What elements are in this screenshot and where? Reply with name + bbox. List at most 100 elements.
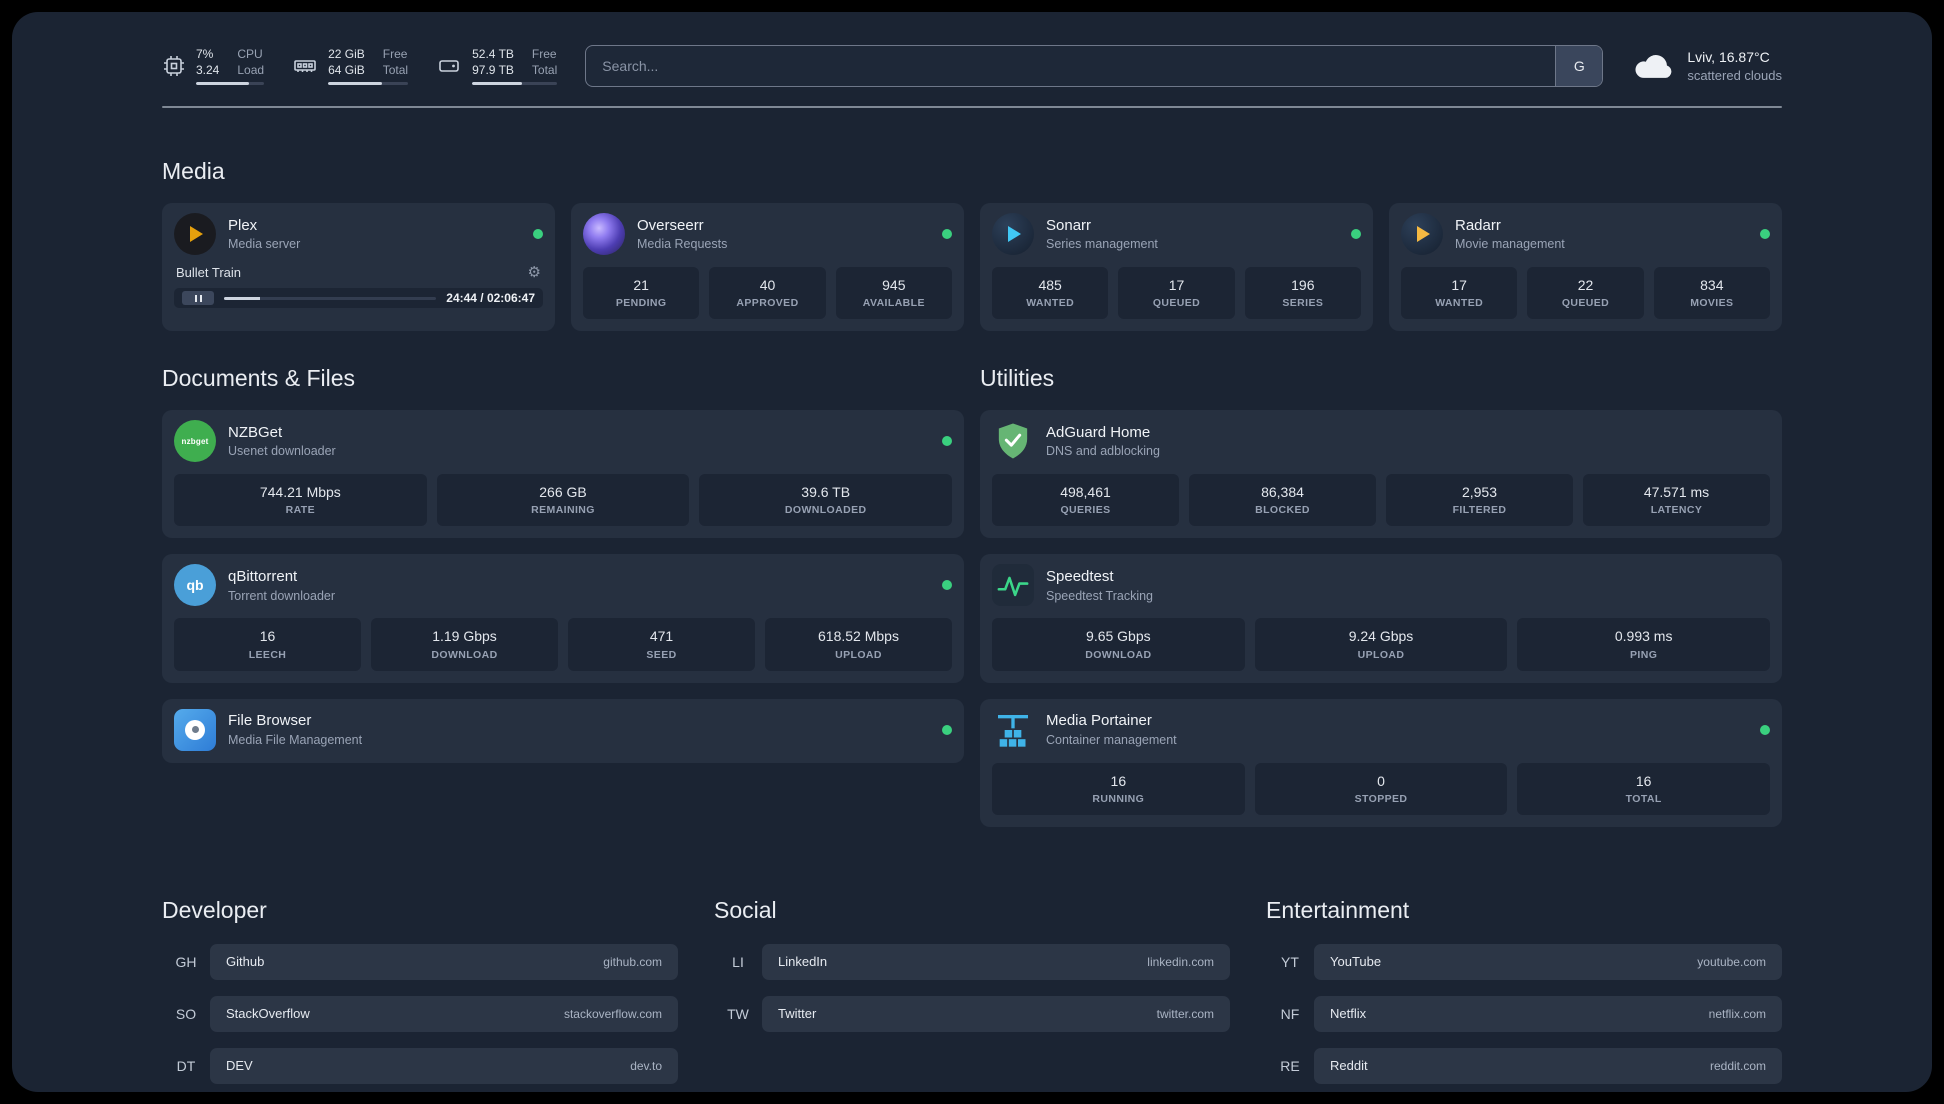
memory-total-label: Total: [382, 62, 409, 77]
search-input[interactable]: [586, 46, 1556, 86]
stat-latency: 47.571 ms LATENCY: [1583, 474, 1770, 527]
overseerr-icon: [583, 213, 625, 255]
disk-icon: [436, 54, 462, 78]
bookmark-netflix[interactable]: NF Netflix netflix.com: [1266, 995, 1782, 1032]
cpu-load-value: 3.24: [196, 62, 220, 77]
status-dot: [1760, 229, 1770, 239]
service-card-filebrowser[interactable]: File Browser Media File Management: [162, 698, 964, 763]
stat-ping: 0.993 ms PING: [1517, 618, 1771, 671]
disk-total-value: 97.9 TB: [472, 62, 514, 77]
pause-button[interactable]: [182, 291, 214, 305]
memory-free-label: Free: [382, 46, 408, 61]
bookmark-dev[interactable]: DT DEV dev.to: [162, 1047, 678, 1084]
topbar-divider: [162, 106, 1782, 108]
bookmark-url: netflix.com: [1708, 1006, 1766, 1021]
section-title-developer: Developer: [162, 896, 267, 923]
bookmark-reddit[interactable]: RE Reddit reddit.com: [1266, 1047, 1782, 1084]
service-name: Speedtest: [1046, 568, 1114, 585]
service-subtitle: Movie management: [1455, 237, 1565, 252]
bookmark-url: youtube.com: [1697, 954, 1766, 969]
section-title-media: Media: [162, 158, 225, 184]
service-subtitle: Series management: [1046, 237, 1158, 252]
stat-queued: 22 QUEUED: [1527, 267, 1644, 320]
bookmark-url: stackoverflow.com: [563, 1006, 662, 1021]
service-card-radarr[interactable]: Radarr Movie management 17 WANTED 22 QUE…: [1389, 203, 1782, 332]
memory-free-value: 22 GiB: [328, 46, 365, 61]
documents-column: Documents & Files nzbget NZBGet Usenet d…: [162, 365, 964, 778]
disk-widget: 52.4 TB 97.9 TB Free Total: [436, 47, 558, 86]
service-name: Sonarr: [1046, 216, 1092, 234]
bookmark-name: Twitter: [778, 1006, 817, 1022]
stat-remaining: 266 GB REMAINING: [436, 474, 690, 527]
service-card-overseerr[interactable]: Overseerr Media Requests 21 PENDING 40 A…: [571, 203, 964, 332]
portainer-icon: [992, 709, 1034, 751]
gear-icon[interactable]: ⚙: [527, 264, 541, 281]
stat-pending: 21 PENDING: [583, 267, 700, 320]
section-title-entertainment: Entertainment: [1266, 896, 1410, 923]
stat-wanted: 17 WANTED: [1401, 267, 1518, 320]
player-track[interactable]: [224, 296, 437, 300]
bookmark-group-developer: Developer GH Github github.com SO StackO…: [162, 897, 678, 1092]
nzbget-icon: nzbget: [174, 420, 216, 463]
filebrowser-icon: [174, 708, 216, 751]
service-subtitle: Torrent downloader: [228, 588, 336, 603]
bookmark-url: dev.to: [630, 1058, 662, 1073]
bookmark-url: github.com: [603, 954, 662, 969]
service-card-plex[interactable]: Plex Media server Bullet Train ⚙ 24:44 /…: [162, 203, 555, 332]
service-name: qBittorrent: [228, 568, 298, 585]
search-provider-button[interactable]: G: [1555, 46, 1603, 86]
stat-upload: 9.24 Gbps UPLOAD: [1254, 618, 1508, 671]
service-name: Overseerr: [637, 216, 704, 234]
qbittorrent-icon: qb: [174, 564, 216, 607]
service-subtitle: Speedtest Tracking: [1046, 588, 1154, 603]
player-progress-bar[interactable]: 24:44 / 02:06:47: [174, 288, 543, 308]
service-name: AdGuard Home: [1046, 423, 1151, 441]
bookmark-youtube[interactable]: YT YouTube youtube.com: [1266, 943, 1782, 980]
service-name: Radarr: [1455, 216, 1501, 234]
utilities-column: Utilities AdGuard Home DNS and adblockin…: [980, 365, 1782, 843]
service-card-portainer[interactable]: Media Portainer Container management 16 …: [980, 698, 1782, 827]
section-title-documents: Documents & Files: [162, 365, 356, 392]
stat-stopped: 0 STOPPED: [1254, 762, 1508, 815]
service-card-qbittorrent[interactable]: qb qBittorrent Torrent downloader 16 LEE…: [162, 554, 964, 683]
weather-condition: scattered clouds: [1687, 67, 1782, 83]
service-card-sonarr[interactable]: Sonarr Series management 485 WANTED 17 Q…: [980, 203, 1373, 332]
bookmark-name: Netflix: [1330, 1006, 1367, 1022]
weather-location: Lviv, 16.87°C: [1687, 48, 1770, 65]
stat-running: 16 RUNNING: [992, 762, 1245, 815]
service-subtitle: Media server: [228, 237, 301, 252]
status-dot: [533, 229, 543, 239]
stat-download: 9.65 Gbps DOWNLOAD: [992, 618, 1245, 671]
topbar: 7% 3.24 CPU Load: [162, 42, 1782, 90]
stat-download: 1.19 Gbps DOWNLOAD: [371, 618, 558, 671]
memory-icon: [292, 54, 318, 78]
bookmark-name: StackOverflow: [226, 1006, 310, 1022]
stat-approved: 40 APPROVED: [709, 267, 826, 320]
speedtest-icon: [992, 564, 1034, 607]
bookmark-name: Github: [226, 954, 265, 970]
service-subtitle: Media File Management: [228, 732, 363, 747]
service-subtitle: Media Requests: [637, 237, 728, 252]
bookmark-name: LinkedIn: [778, 954, 828, 970]
plex-now-playing: Bullet Train ⚙ 24:44 / 02:06:47: [174, 263, 543, 308]
status-dot: [942, 724, 952, 735]
service-card-adguard[interactable]: AdGuard Home DNS and adblocking 498,461 …: [980, 410, 1782, 539]
search-bar[interactable]: G: [585, 45, 1604, 87]
weather-widget[interactable]: Lviv, 16.87°C scattered clouds: [1631, 48, 1782, 84]
cpu-icon: [162, 54, 186, 78]
bookmark-name: Reddit: [1330, 1058, 1368, 1074]
bookmark-url: reddit.com: [1709, 1058, 1766, 1073]
service-card-nzbget[interactable]: nzbget NZBGet Usenet downloader 744.21 M…: [162, 410, 964, 539]
bookmark-twitter[interactable]: TW Twitter twitter.com: [714, 995, 1230, 1032]
stat-filtered: 2,953 FILTERED: [1386, 474, 1573, 527]
service-name: Media Portainer: [1046, 712, 1152, 730]
bookmark-stackoverflow[interactable]: SO StackOverflow stackoverflow.com: [162, 995, 678, 1032]
status-dot: [942, 436, 952, 447]
bookmark-github[interactable]: GH Github github.com: [162, 943, 678, 980]
service-card-speedtest[interactable]: Speedtest Speedtest Tracking 9.65 Gbps D…: [980, 554, 1782, 683]
radarr-icon: [1401, 213, 1443, 255]
bookmark-linkedin[interactable]: LI LinkedIn linkedin.com: [714, 943, 1230, 980]
media-cards-row: Plex Media server Bullet Train ⚙ 24:44 /…: [162, 203, 1782, 332]
service-name: Plex: [228, 216, 258, 234]
status-dot: [942, 229, 952, 239]
